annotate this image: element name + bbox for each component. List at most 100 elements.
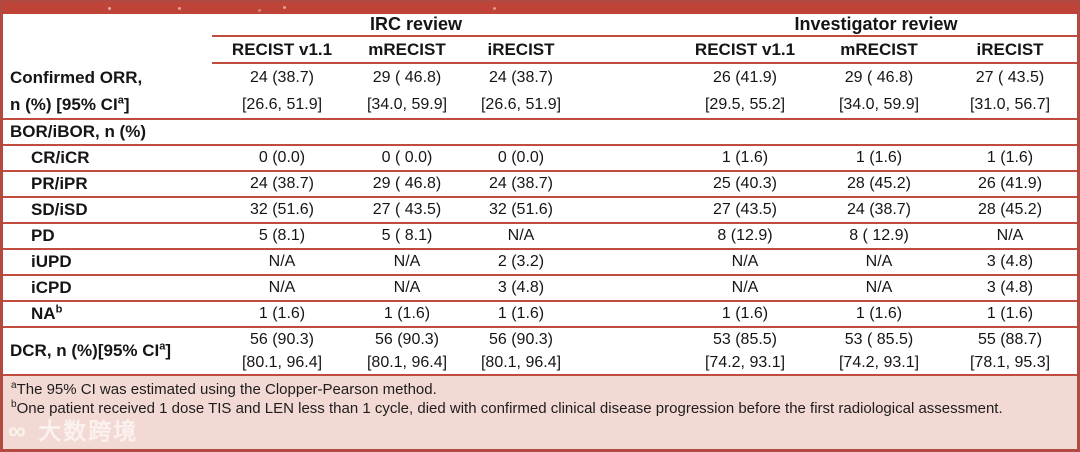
row-label: iCPD <box>3 275 212 302</box>
row-na: NAb 1 (1.6) 1 (1.6) 1 (1.6) 1 (1.6) 1 (1… <box>3 301 1077 328</box>
data-cell: 27 ( 43.5) <box>352 197 462 224</box>
row-label: Confirmed ORR, n (%) [95% CIa] <box>3 63 212 120</box>
column-header-inv-irecist: iRECIST <box>943 36 1077 64</box>
data-cell: 3 (4.8) <box>943 249 1077 276</box>
data-cell: 29 ( 46.8) [34.0, 59.9] <box>352 63 462 120</box>
data-cell: 29 ( 46.8) [34.0, 59.9] <box>815 63 943 120</box>
group-header-row: IRC review Investigator review <box>3 14 1077 37</box>
footnote-marker-a: a <box>117 93 124 106</box>
data-cell: 24 (38.7) <box>815 197 943 224</box>
corner-cell <box>3 14 212 36</box>
data-cell: N/A <box>815 249 943 276</box>
row-label: CR/iCR <box>3 145 212 172</box>
row-sd-isd: SD/iSD 32 (51.6) 27 ( 43.5) 32 (51.6) 27… <box>3 197 1077 224</box>
data-cell: N/A <box>352 275 462 302</box>
data-cell: 24 (38.7) [26.6, 51.9] <box>212 63 352 120</box>
data-cell: 27 (43.5) <box>580 197 815 224</box>
row-label: iUPD <box>3 249 212 276</box>
column-header-row: RECIST v1.1 mRECIST iRECIST RECIST v1.1 … <box>3 36 1077 64</box>
data-cell: 3 (4.8) <box>462 275 580 302</box>
column-header-inv-mrecist: mRECIST <box>815 36 943 64</box>
data-cell: 1 (1.6) <box>815 301 943 328</box>
data-cell: 56 (90.3) [80.1, 96.4] <box>212 327 352 376</box>
data-cell: 2 (3.2) <box>462 249 580 276</box>
data-cell: 0 (0.0) <box>212 145 352 172</box>
data-cell: N/A <box>462 223 580 250</box>
section-row-label: BOR/iBOR, n (%) <box>3 119 1077 146</box>
data-cell: 28 (45.2) <box>815 171 943 198</box>
data-cell: 3 (4.8) <box>943 275 1077 302</box>
column-header-irc-mrecist: mRECIST <box>352 36 462 64</box>
data-cell: N/A <box>212 249 352 276</box>
data-cell: 55 (88.7) [78.1, 95.3] <box>943 327 1077 376</box>
data-cell: 24 (38.7) <box>212 171 352 198</box>
footnote-marker-b: b <box>55 303 63 316</box>
data-cell: 53 (85.5) [74.2, 93.1] <box>580 327 815 376</box>
data-cell: 1 (1.6) <box>943 301 1077 328</box>
data-cell: 28 (45.2) <box>943 197 1077 224</box>
data-cell: 27 ( 43.5) [31.0, 56.7] <box>943 63 1077 120</box>
footnote-a-text: The 95% CI was estimated using the Clopp… <box>16 381 437 398</box>
data-cell: 26 (41.9) <box>943 171 1077 198</box>
row-label: NAb <box>3 301 212 328</box>
data-cell: 29 ( 46.8) <box>352 171 462 198</box>
data-cell: 24 (38.7) [26.6, 51.9] <box>462 63 580 120</box>
data-cell: 1 (1.6) <box>212 301 352 328</box>
data-cell: 0 ( 0.0) <box>352 145 462 172</box>
data-cell: 26 (41.9) [29.5, 55.2] <box>580 63 815 120</box>
data-cell: 56 (90.3) [80.1, 96.4] <box>352 327 462 376</box>
row-confirmed-orr: Confirmed ORR, n (%) [95% CIa] 24 (38.7)… <box>3 63 1077 120</box>
data-cell: 25 (40.3) <box>580 171 815 198</box>
footnote-marker-a: a <box>11 380 17 391</box>
row-cr-icr: CR/iCR 0 (0.0) 0 ( 0.0) 0 (0.0) 1 (1.6) … <box>3 145 1077 172</box>
footnote-b: bOne patient received 1 dose TIS and LEN… <box>11 399 1069 418</box>
row-iupd: iUPD N/A N/A 2 (3.2) N/A N/A 3 (4.8) <box>3 249 1077 276</box>
data-cell: 8 (12.9) <box>580 223 815 250</box>
data-cell: 1 (1.6) <box>580 301 815 328</box>
data-cell: 53 ( 85.5) [74.2, 93.1] <box>815 327 943 376</box>
data-cell: 32 (51.6) <box>462 197 580 224</box>
data-cell: 1 (1.6) <box>352 301 462 328</box>
data-cell: 5 (8.1) <box>212 223 352 250</box>
row-label-line2: n (%) [95% CIa] <box>10 93 130 114</box>
row-dcr: DCR, n (%)[95% CIa] 56 (90.3) [80.1, 96.4… <box>3 327 1077 376</box>
row-label-line1: Confirmed ORR, <box>10 67 143 87</box>
footnotes: aThe 95% CI was estimated using the Clop… <box>3 376 1077 449</box>
data-cell: N/A <box>943 223 1077 250</box>
row-pd: PD 5 (8.1) 5 ( 8.1) N/A 8 (12.9) 8 ( 12.… <box>3 223 1077 250</box>
data-cell: 1 (1.6) <box>815 145 943 172</box>
footnote-a: aThe 95% CI was estimated using the Clop… <box>11 380 1069 399</box>
data-cell: 1 (1.6) <box>943 145 1077 172</box>
footnote-marker-b: b <box>11 399 17 410</box>
row-bor-section: BOR/iBOR, n (%) <box>3 119 1077 146</box>
data-cell: 56 (90.3) [80.1, 96.4] <box>462 327 580 376</box>
footnote-b-text: One patient received 1 dose TIS and LEN … <box>16 400 1003 417</box>
data-cell: 1 (1.6) <box>462 301 580 328</box>
row-icpd: iCPD N/A N/A 3 (4.8) N/A N/A 3 (4.8) <box>3 275 1077 302</box>
column-header-inv-recist: RECIST v1.1 <box>580 36 815 64</box>
row-label: PR/iPR <box>3 171 212 198</box>
data-cell: N/A <box>580 249 815 276</box>
footnote-marker-a: a <box>159 340 166 353</box>
corner-cell <box>3 36 212 63</box>
data-cell: 8 ( 12.9) <box>815 223 943 250</box>
group-header-irc: IRC review <box>212 14 580 37</box>
top-band <box>3 3 1077 14</box>
data-cell: 32 (51.6) <box>212 197 352 224</box>
data-cell: N/A <box>212 275 352 302</box>
row-label: PD <box>3 223 212 250</box>
data-cell: 24 (38.7) <box>462 171 580 198</box>
data-cell: N/A <box>352 249 462 276</box>
column-header-irc-irecist: iRECIST <box>462 36 580 64</box>
data-cell: 5 ( 8.1) <box>352 223 462 250</box>
results-table: IRC review Investigator review RECIST v1… <box>3 14 1077 376</box>
data-cell: 0 (0.0) <box>462 145 580 172</box>
data-cell: N/A <box>580 275 815 302</box>
data-cell: 1 (1.6) <box>580 145 815 172</box>
group-header-investigator: Investigator review <box>580 14 1077 37</box>
row-label: DCR, n (%)[95% CIa] <box>3 327 212 376</box>
column-header-irc-recist: RECIST v1.1 <box>212 36 352 64</box>
row-pr-ipr: PR/iPR 24 (38.7) 29 ( 46.8) 24 (38.7) 25… <box>3 171 1077 198</box>
row-label: SD/iSD <box>3 197 212 224</box>
